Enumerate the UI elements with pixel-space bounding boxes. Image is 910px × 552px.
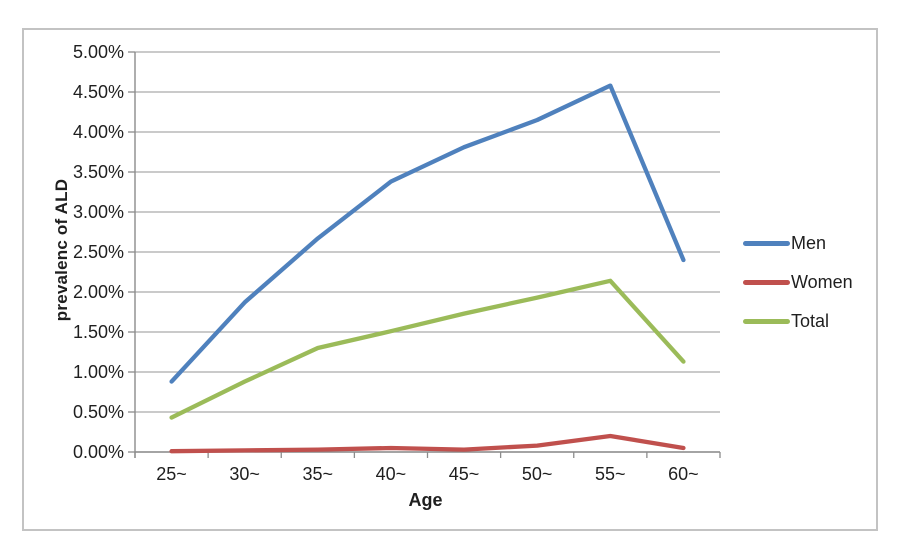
y-tick-label: 5.00% <box>73 42 124 62</box>
series-line-men <box>169 83 686 384</box>
x-tick-label: 35~ <box>303 464 334 484</box>
y-axis-title: prevalenc of ALD <box>52 178 71 322</box>
x-axis-title: Age <box>408 490 443 510</box>
legend-entry-women: Women <box>743 271 853 293</box>
series-line-total <box>169 278 686 420</box>
chart-frame: 0.00% 0.50% 1.00% 1.50% 2.00% 2.50% 3.00% 3.50%… <box>22 28 878 531</box>
legend-label-total: Total <box>791 311 830 331</box>
plot-area: 0.00% 0.50% 1.00% 1.50% 2.00% 2.50% 3.00% 3.50%… <box>73 42 721 484</box>
y-tick-label: 1.50% <box>73 322 124 342</box>
women-line-swatch <box>743 279 790 285</box>
y-tick-label: 4.00% <box>73 122 124 142</box>
y-tick-label: 0.50% <box>73 402 124 422</box>
x-tick-label: 60~ <box>668 464 699 484</box>
x-tick-label: 50~ <box>522 464 553 484</box>
legend-label-men: Men <box>791 233 827 253</box>
total-line-swatch <box>743 318 790 324</box>
x-tick-label: 45~ <box>449 464 480 484</box>
legend-entry-total: Total <box>743 310 853 332</box>
x-tick-label: 30~ <box>229 464 260 484</box>
y-tick-label: 2.00% <box>73 282 124 302</box>
y-tick-label: 4.50% <box>73 82 124 102</box>
y-tick-label: 3.50% <box>73 162 124 182</box>
x-tick-label: 25~ <box>156 464 187 484</box>
legend: Men Women Total <box>743 232 853 332</box>
series-line-women <box>169 433 686 454</box>
y-tick-label: 0.00% <box>73 442 124 462</box>
y-tick-label: 2.50% <box>73 242 124 262</box>
y-tick-label: 1.00% <box>73 362 124 382</box>
x-tick-label: 55~ <box>595 464 626 484</box>
y-tick-label: 3.00% <box>73 202 124 222</box>
x-tick-label: 40~ <box>376 464 407 484</box>
legend-label-women: Women <box>791 272 853 292</box>
legend-entry-men: Men <box>743 232 853 254</box>
men-line-swatch <box>743 240 790 246</box>
